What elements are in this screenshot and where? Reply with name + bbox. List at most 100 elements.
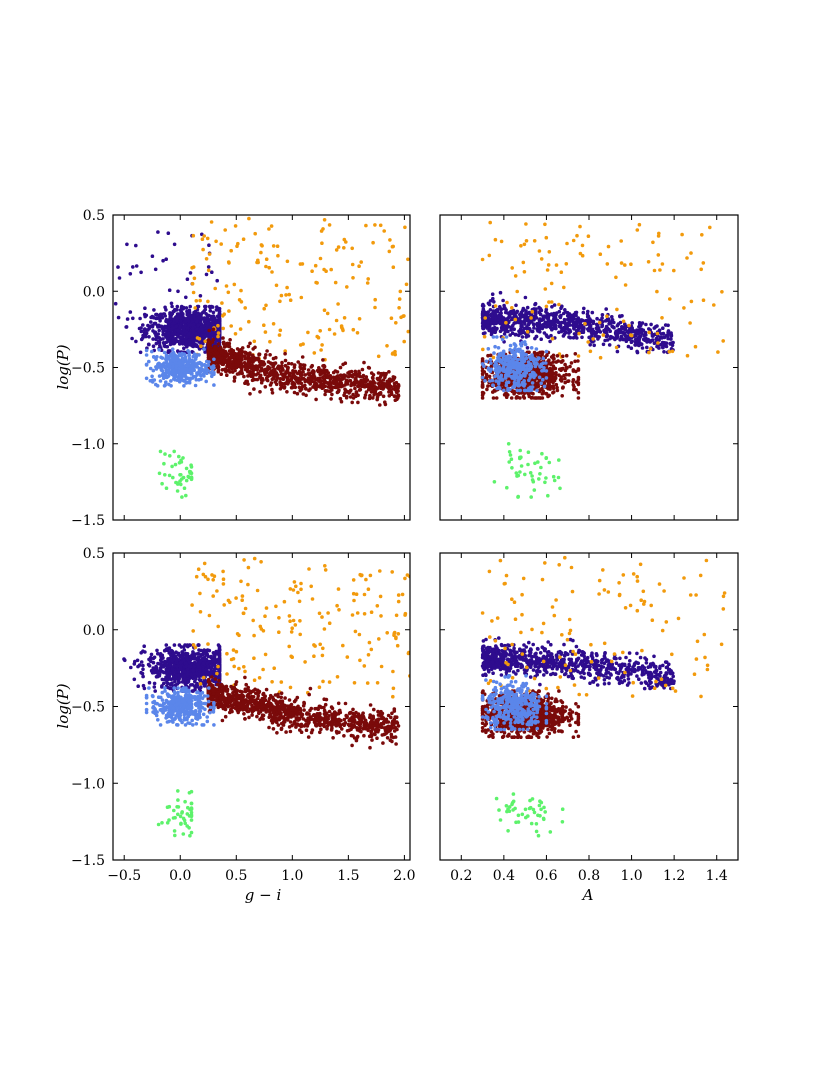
data-point [180, 460, 184, 464]
data-point [201, 248, 205, 252]
data-point [145, 349, 149, 353]
data-point [215, 279, 219, 283]
y-tick-label: −1.0 [71, 437, 105, 453]
data-point [351, 393, 355, 397]
data-point [154, 334, 158, 338]
data-point [512, 354, 516, 358]
data-point [565, 354, 569, 358]
data-point [269, 383, 273, 387]
data-point [527, 351, 531, 355]
data-point [322, 383, 326, 387]
data-point [587, 234, 591, 238]
data-point [149, 367, 153, 371]
data-point [375, 398, 379, 402]
data-point [202, 234, 206, 238]
data-point [482, 312, 486, 316]
data-point [366, 281, 370, 285]
data-point [524, 319, 528, 323]
data-point [655, 324, 659, 328]
data-point [489, 361, 493, 365]
data-point [487, 347, 491, 351]
data-point [166, 375, 170, 379]
data-point [370, 383, 374, 387]
data-point [162, 462, 166, 466]
data-point [238, 298, 242, 302]
data-point [525, 239, 529, 243]
data-point [405, 283, 409, 287]
data-point [638, 321, 642, 325]
data-point [502, 363, 506, 367]
data-point [280, 294, 284, 298]
data-point [280, 361, 284, 365]
data-point [357, 370, 361, 374]
data-point [664, 323, 668, 327]
data-point [236, 347, 240, 351]
data-point [514, 318, 518, 322]
data-point [212, 383, 216, 387]
data-point [198, 337, 202, 341]
data-point [186, 316, 190, 320]
data-point [199, 294, 203, 298]
data-point [557, 458, 561, 462]
data-point [647, 351, 651, 355]
data-point [304, 387, 308, 391]
data-point [539, 466, 543, 470]
data-point [519, 342, 523, 346]
data-point [192, 291, 196, 295]
data-point [180, 495, 184, 499]
data-point [145, 363, 149, 367]
data-point [185, 363, 189, 367]
data-point [149, 379, 153, 383]
data-point [508, 450, 512, 454]
data-point [190, 477, 194, 481]
data-point [556, 354, 560, 358]
data-point [601, 313, 605, 317]
data-point [268, 366, 272, 370]
data-point [170, 465, 174, 469]
data-point [562, 286, 566, 290]
data-point [515, 367, 519, 371]
data-point [184, 296, 188, 300]
data-point [221, 327, 225, 331]
data-point [251, 360, 255, 364]
data-point [342, 246, 346, 250]
data-point [596, 324, 600, 328]
data-point [226, 365, 230, 369]
data-point [182, 329, 186, 333]
data-point [146, 324, 150, 328]
data-point [307, 380, 311, 384]
data-point [301, 342, 305, 346]
data-point [551, 379, 555, 383]
data-point [262, 360, 266, 364]
data-point [702, 298, 706, 302]
data-point [198, 367, 202, 371]
data-point [268, 340, 272, 344]
data-point [321, 375, 325, 379]
data-point [534, 309, 538, 313]
data-point [180, 336, 184, 340]
data-point [546, 315, 550, 319]
data-point [551, 391, 555, 395]
data-point [574, 352, 578, 356]
x-axis-label-right: A [581, 886, 594, 904]
data-point [550, 300, 554, 304]
data-point [156, 363, 160, 367]
data-point [193, 352, 197, 356]
data-point [185, 310, 189, 314]
data-point [641, 346, 645, 350]
data-point [270, 388, 274, 392]
data-point [574, 370, 578, 374]
data-point [264, 304, 268, 308]
data-point [219, 372, 223, 376]
data-point [553, 316, 557, 320]
data-point [545, 376, 549, 380]
data-point [179, 330, 183, 334]
data-point [134, 340, 138, 344]
data-point [218, 328, 222, 332]
data-point [181, 456, 185, 460]
data-point [563, 363, 567, 367]
data-point [655, 337, 659, 341]
data-point [213, 346, 217, 350]
data-point [517, 334, 521, 338]
data-point [567, 379, 571, 383]
